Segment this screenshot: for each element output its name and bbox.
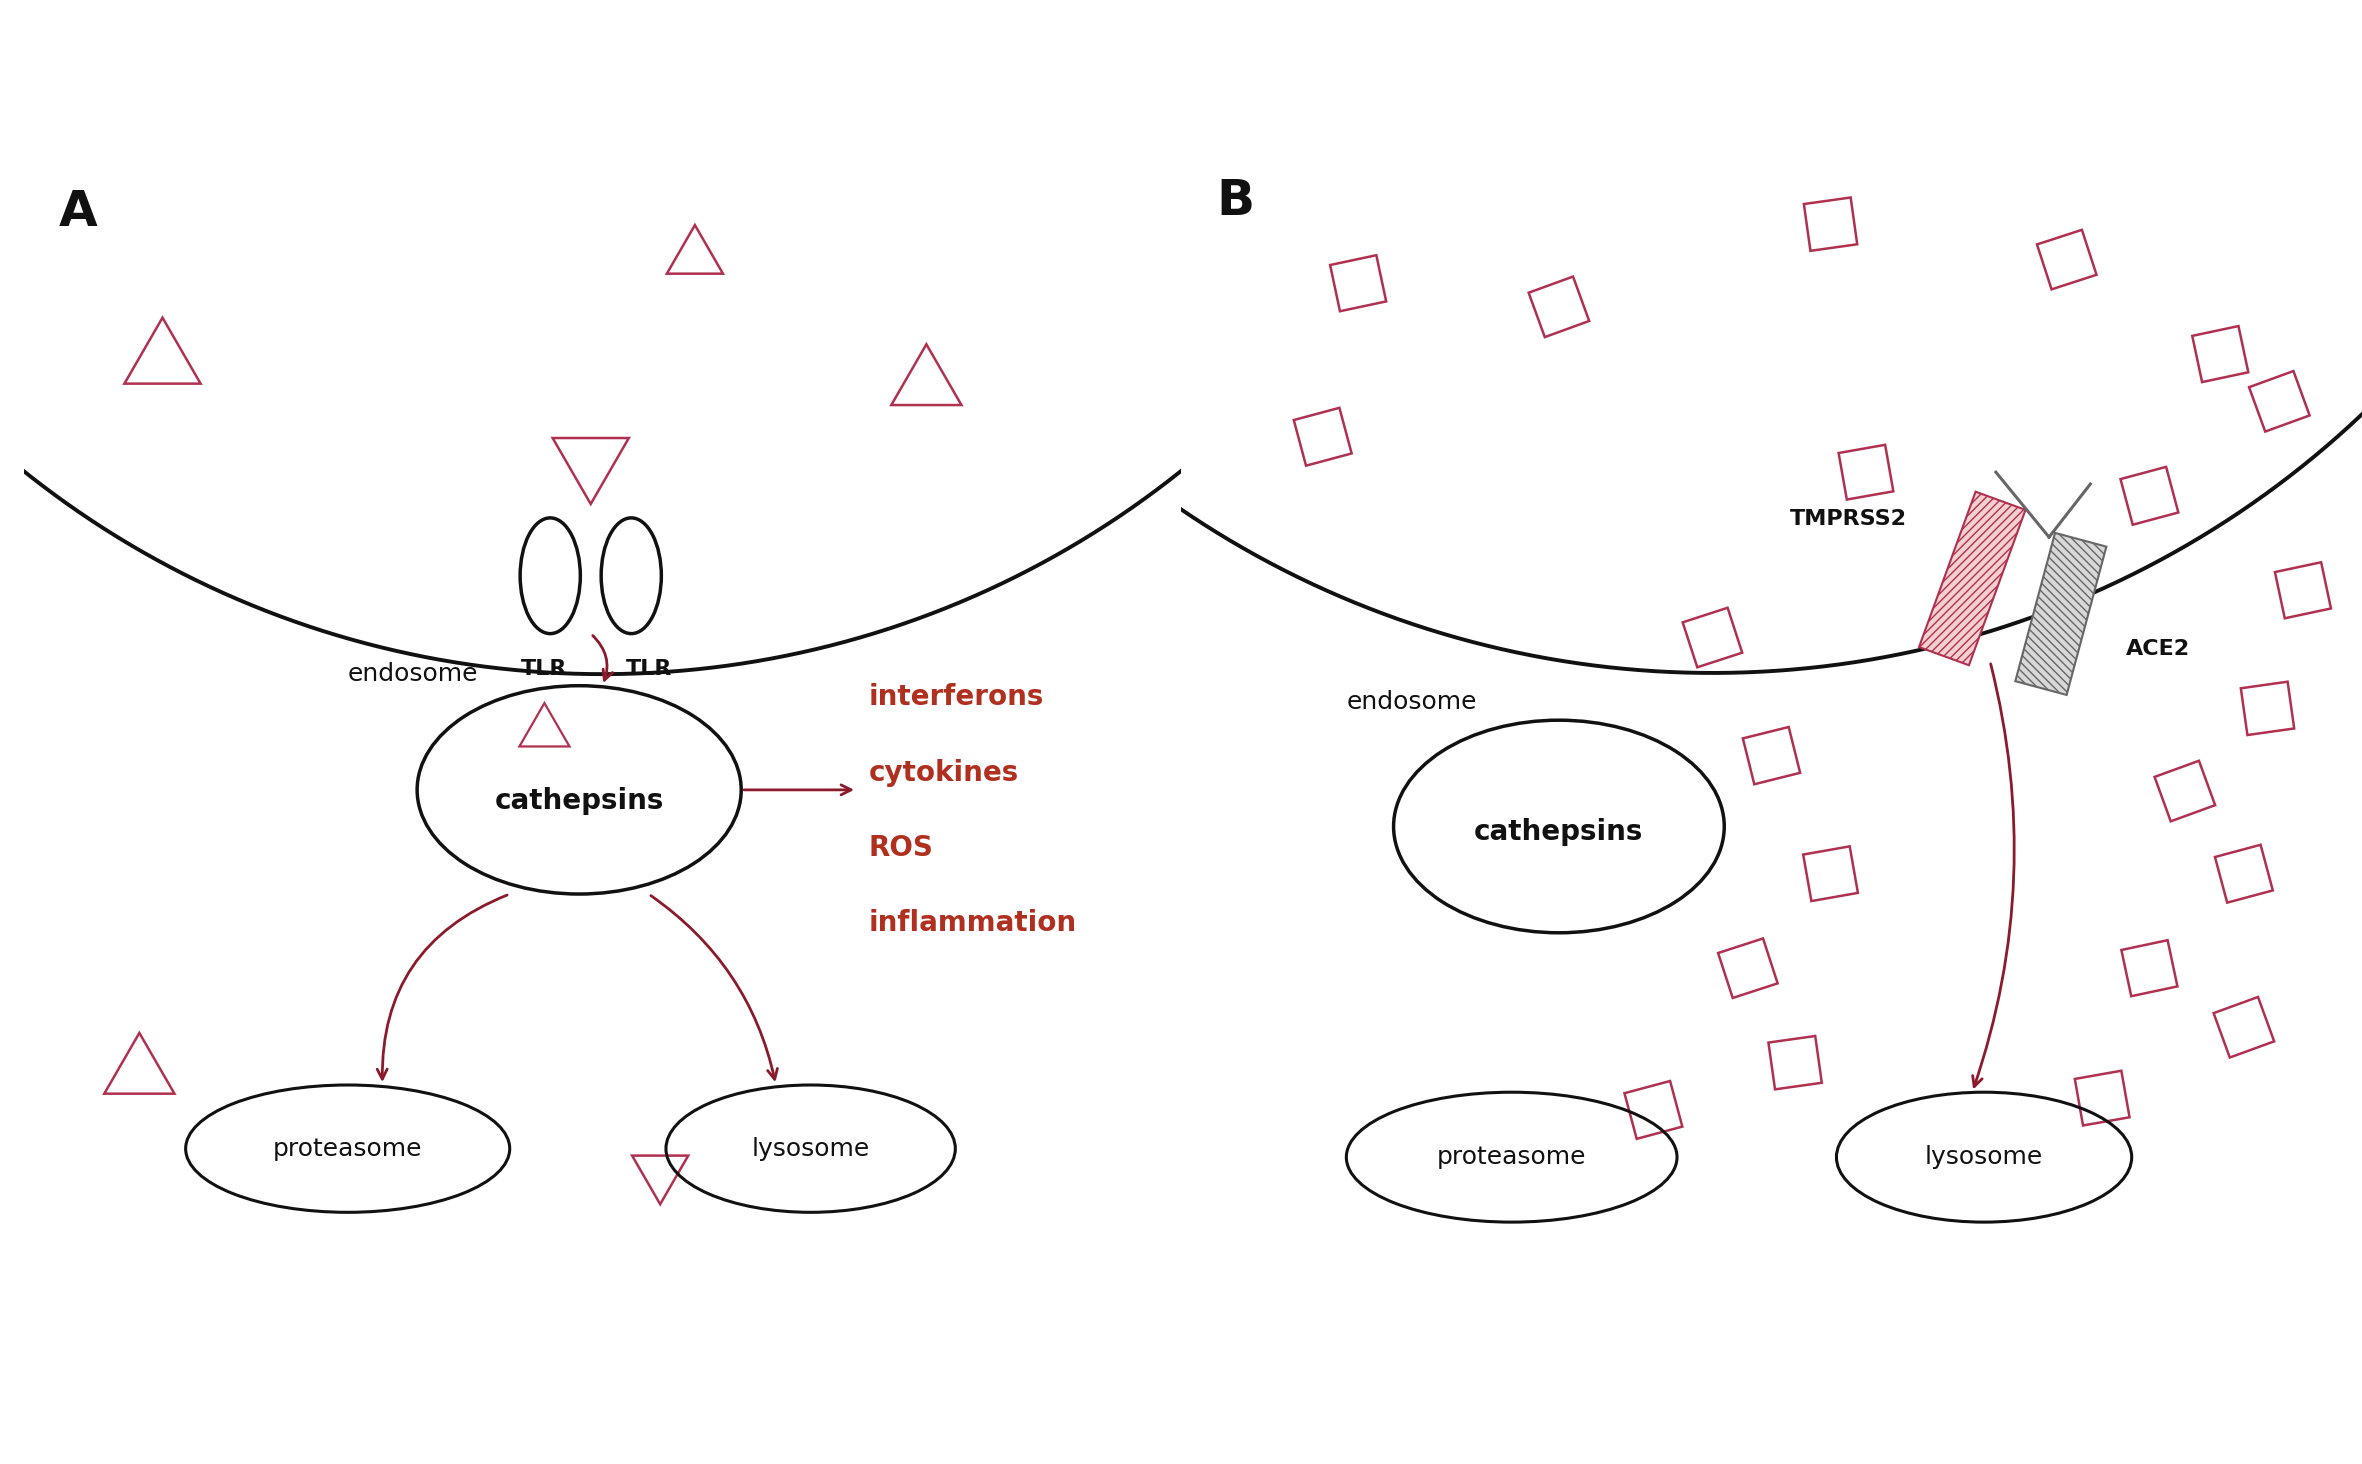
Text: endosome: endosome — [347, 662, 477, 687]
Text: cathepsins: cathepsins — [1474, 818, 1644, 846]
Text: TLR: TLR — [626, 659, 671, 679]
Text: B: B — [1216, 177, 1254, 225]
Text: ACE2: ACE2 — [2126, 640, 2190, 659]
Text: TLR: TLR — [522, 659, 567, 679]
Text: cathepsins: cathepsins — [494, 788, 664, 815]
Text: ROS: ROS — [869, 833, 933, 862]
Text: lysosome: lysosome — [751, 1136, 869, 1161]
Text: endosome: endosome — [1346, 691, 1476, 714]
Text: inflammation: inflammation — [869, 909, 1077, 937]
Bar — [1918, 492, 2027, 665]
Bar — [2015, 533, 2107, 695]
Text: cytokines: cytokines — [869, 758, 1018, 786]
Text: proteasome: proteasome — [274, 1136, 423, 1161]
Text: lysosome: lysosome — [1925, 1145, 2043, 1170]
Text: A: A — [59, 187, 97, 236]
Text: proteasome: proteasome — [1436, 1145, 1587, 1170]
Text: interferons: interferons — [869, 684, 1044, 712]
Text: TMPRSS2: TMPRSS2 — [1790, 509, 1908, 530]
